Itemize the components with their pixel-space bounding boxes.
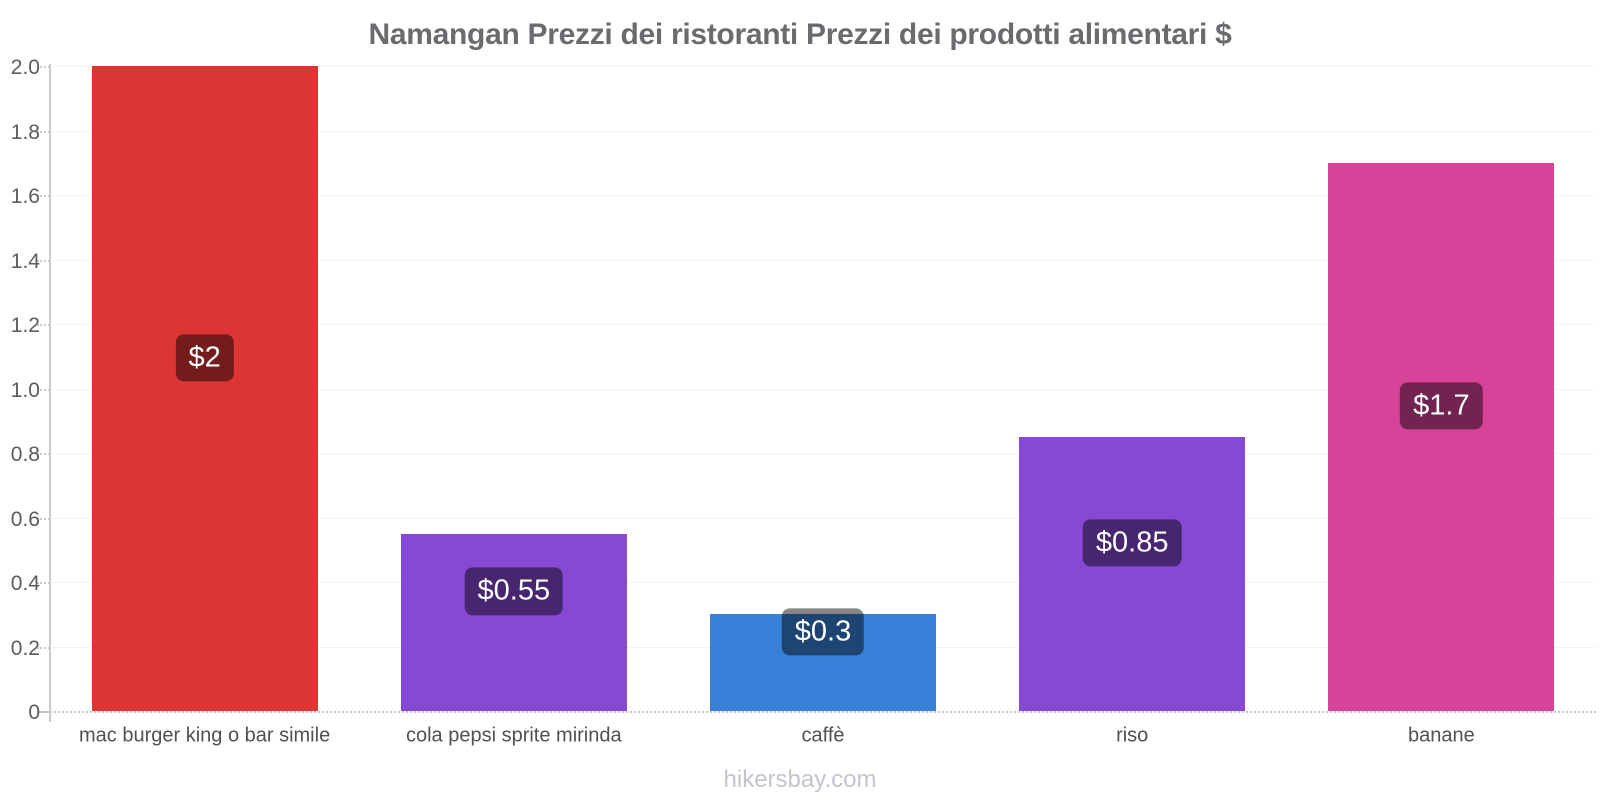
- watermark: hikersbay.com: [723, 766, 877, 793]
- bar: [400, 533, 627, 711]
- gridline: [50, 582, 1596, 583]
- y-tick-label: 1.0: [10, 378, 40, 402]
- gridline: [50, 259, 1596, 261]
- y-axis-tick: [37, 582, 50, 584]
- y-axis-tick: [37, 195, 50, 197]
- y-tick-label: 1.8: [10, 120, 40, 144]
- bar: [1328, 162, 1555, 711]
- bar: [1019, 436, 1246, 711]
- x-category-label: cola pepsi sprite mirinda: [405, 724, 622, 747]
- gridline: [50, 453, 1596, 454]
- y-tick-label: 0: [28, 701, 40, 724]
- bar-value-label: $0.85: [1082, 519, 1182, 567]
- y-axis-tick: [37, 130, 50, 133]
- bar-value-label: $1.7: [1400, 382, 1483, 430]
- y-tick-label: 0.8: [10, 443, 40, 466]
- x-category-label: banane: [1408, 724, 1475, 747]
- gridline: [50, 517, 1596, 519]
- x-category-label: caffè: [801, 724, 845, 747]
- gridline: [50, 324, 1596, 325]
- y-axis-tick: [37, 453, 50, 455]
- gridline: [50, 388, 1596, 390]
- y-axis-tick: [37, 66, 50, 68]
- bar-value-label: $0.3: [781, 607, 865, 656]
- y-tick-label: 2.0: [10, 56, 40, 79]
- y-axis-tick: [37, 324, 50, 326]
- y-axis-tick: [37, 646, 50, 649]
- y-axis-tick: [37, 388, 50, 391]
- chart-title: Namangan Prezzi dei ristoranti Prezzi de…: [368, 18, 1232, 51]
- gridline: [50, 66, 1596, 67]
- y-axis-tick: [37, 259, 50, 262]
- y-tick-label: 0.6: [10, 507, 40, 531]
- y-tick-label: 1.4: [10, 249, 40, 273]
- gridline: [50, 195, 1596, 196]
- y-tick-label: 1.6: [10, 185, 40, 208]
- y-axis-tick: [37, 517, 50, 520]
- bar: [91, 66, 318, 711]
- x-axis-line: [38, 711, 1596, 713]
- bar-value-label: $2: [175, 333, 234, 382]
- y-tick-label: 1.2: [10, 314, 40, 337]
- x-category-label: mac burger king o bar simile: [78, 724, 331, 747]
- gridline: [50, 130, 1596, 132]
- y-axis-tick: [37, 711, 50, 713]
- bar: [710, 614, 936, 711]
- y-axis-line: [49, 64, 51, 722]
- y-tick-label: 0.4: [10, 572, 40, 595]
- y-tick-label: 0.2: [10, 636, 40, 660]
- x-category-label: riso: [1116, 724, 1149, 747]
- bar-value-label: $0.55: [464, 567, 564, 615]
